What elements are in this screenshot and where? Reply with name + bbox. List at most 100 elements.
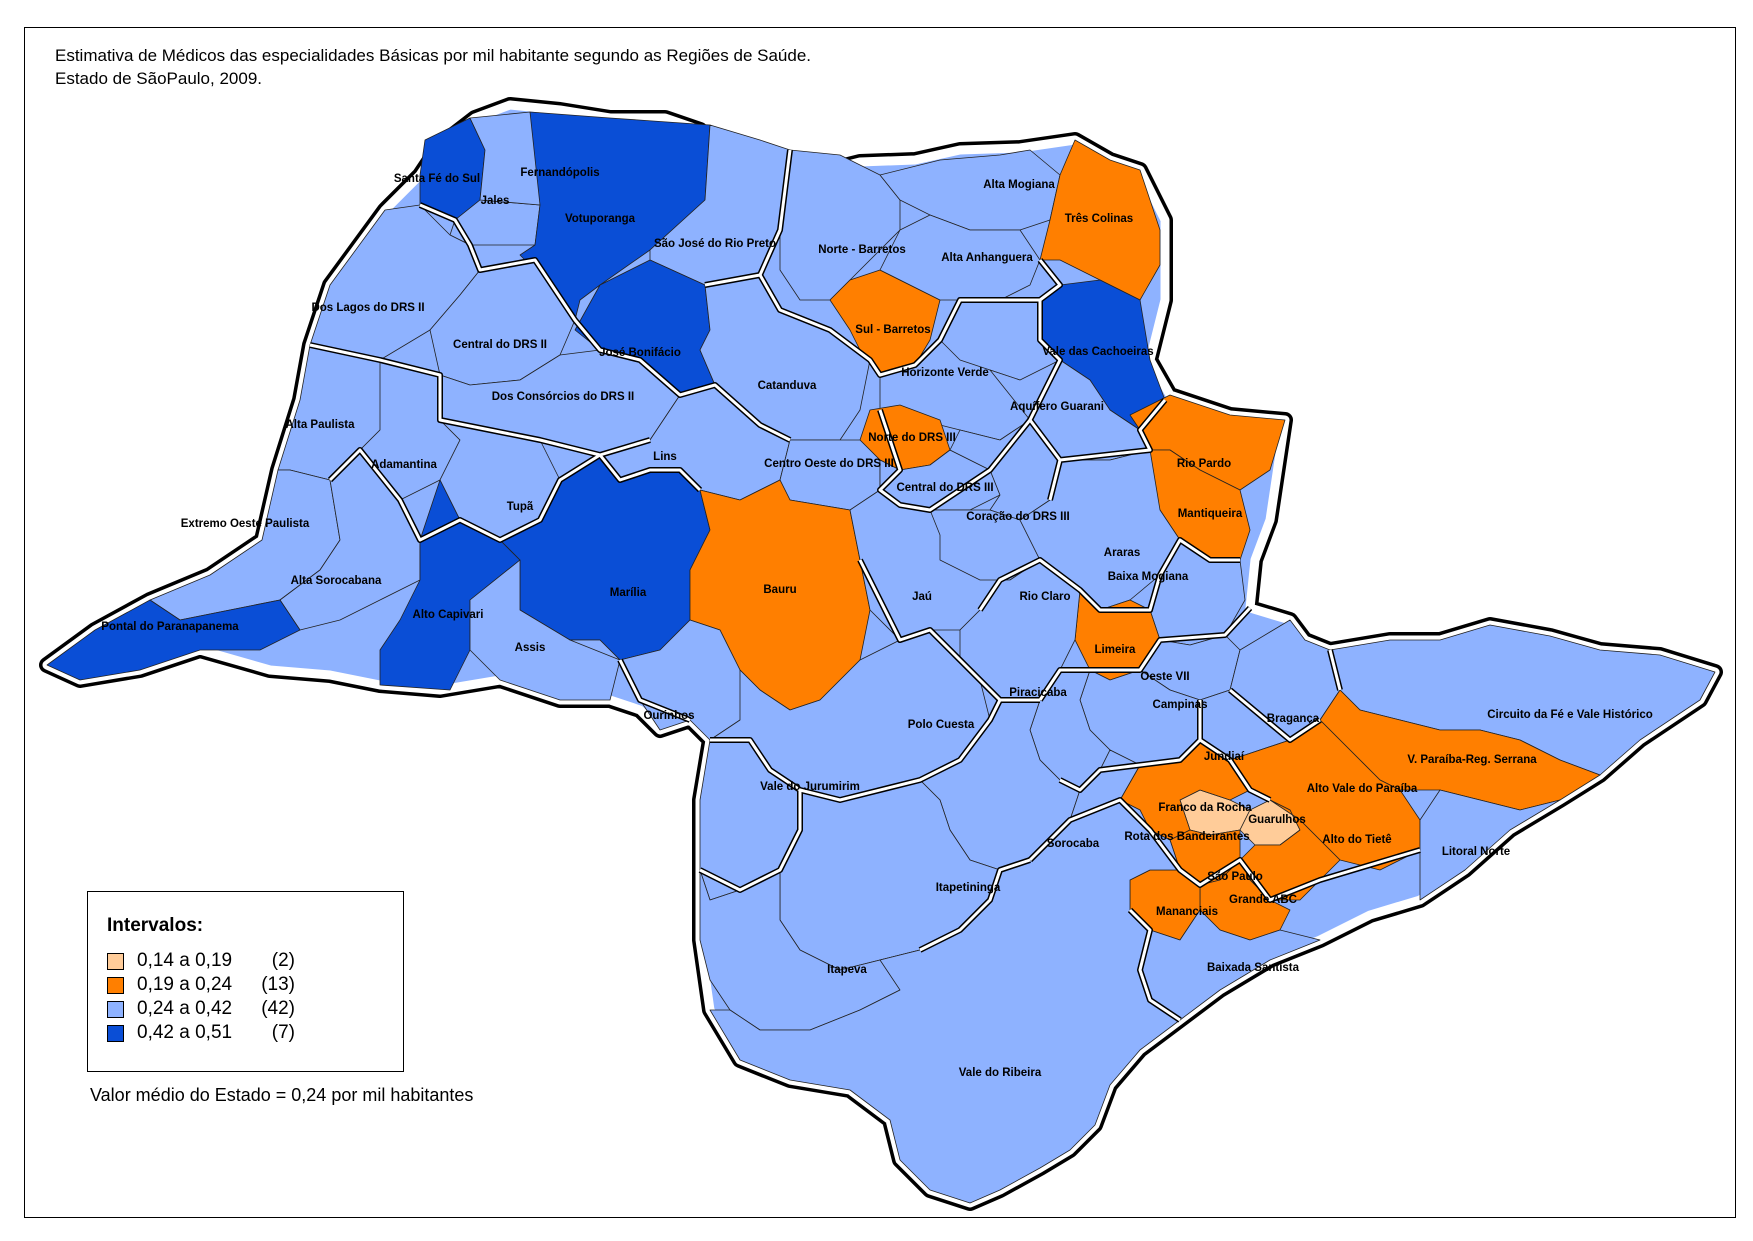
region-label: Jundiaí: [1204, 751, 1245, 763]
region-label: Litoral Norte: [1442, 846, 1510, 858]
region-label: Bauru: [763, 584, 796, 596]
region-label: Baixada Santista: [1207, 962, 1300, 974]
region-label: Jales: [481, 195, 510, 207]
region-label: Votuporanga: [565, 213, 636, 225]
region-label: Vale das Cachoeiras: [1042, 346, 1153, 358]
region-label: Itapeva: [827, 964, 867, 976]
region-label: Lins: [653, 451, 677, 463]
legend-title: Intervalos:: [107, 915, 204, 936]
drs-boundary-core: [1038, 606, 1252, 701]
region-label: Campinas: [1153, 699, 1208, 711]
legend-swatch: [107, 1024, 124, 1042]
drs-boundary-core: [699, 790, 802, 892]
region-label: Alto Vale do Paraíba: [1307, 783, 1418, 795]
legend-swatch: [107, 976, 124, 994]
legend-item: 0,14 a 0,19 (2): [107, 949, 295, 973]
region-label: Mantiqueira: [1178, 508, 1243, 520]
legend: Intervalos: 0,14 a 0,19 (2) 0,19 a 0,24 …: [87, 891, 404, 1072]
region-label: Dos Lagos do DRS II: [311, 302, 424, 314]
region-label: Norte do DRS III: [868, 432, 956, 444]
region-label: Grande ABC: [1229, 894, 1297, 906]
region-label: Limeira: [1095, 644, 1137, 656]
drs-boundary-core: [1048, 399, 1167, 501]
drs-boundary-core: [598, 454, 702, 492]
region-label: Baixa Mogiana: [1108, 571, 1189, 583]
region-sul-barretos: [829, 269, 941, 376]
legend-item: 0,24 a 0,42 (42): [107, 997, 295, 1021]
legend-count: (2): [271, 950, 295, 971]
drs-boundary-core: [419, 203, 791, 442]
drs-boundary-core: [309, 343, 651, 457]
drs-boundary-core: [710, 699, 1002, 802]
map-title: Estimativa de Médicos das especialidades…: [55, 44, 811, 90]
region-label: Marília: [610, 587, 647, 599]
region-label: Ourinhos: [643, 710, 694, 722]
region-label: Pontal do Paranapanema: [101, 621, 239, 633]
region-label: Rota dos Bandeirantes: [1124, 831, 1249, 843]
region-label: Sorocaba: [1047, 838, 1100, 850]
region-label: José Bonifácio: [599, 347, 681, 359]
title-line-2: Estado de SãoPaulo, 2009.: [55, 69, 262, 88]
region-label: Araras: [1104, 547, 1140, 559]
drs-boundary-core: [618, 659, 691, 722]
region-label: Piracicaba: [1009, 687, 1067, 699]
region-label: Central do DRS III: [896, 482, 993, 494]
region-label: Mananciais: [1156, 906, 1218, 918]
region-pontal-do-paranapanema: [46, 599, 301, 681]
region-label: Adamantina: [371, 459, 437, 471]
state-average-note: Valor médio do Estado = 0,24 por mil hab…: [90, 1085, 474, 1105]
region-label: Centro Oeste do DRS III: [764, 458, 894, 470]
region-label: Polo Cuesta: [908, 719, 975, 731]
region-label: Alta Mogiana: [983, 179, 1055, 191]
region-label: Vale do Jurumirim: [760, 781, 860, 793]
drs-boundary-core: [1028, 798, 1421, 902]
region-label: Santa Fé do Sul: [394, 173, 480, 185]
drs-boundary-core: [919, 858, 1031, 952]
drs-boundary-core: [704, 273, 1040, 377]
region-label: Alta Anhanguera: [941, 252, 1033, 264]
region-label: Tupã: [507, 501, 534, 513]
legend-swatch: [107, 952, 124, 970]
legend-range: 0,14 a 0,19: [137, 950, 233, 971]
region-label: Central do DRS II: [453, 339, 547, 351]
region-label: Guarulhos: [1248, 814, 1306, 826]
legend-range: 0,42 a 0,51: [137, 1022, 233, 1043]
region-label: Circuito da Fé e Vale Histórico: [1487, 709, 1653, 721]
legend-item: 0,19 a 0,24 (13): [107, 973, 295, 997]
region-label: Jaú: [912, 591, 932, 603]
region-norte-barretos: [779, 149, 901, 301]
region-label: Dos Consórcios do DRS II: [492, 391, 635, 403]
region-label: Assis: [515, 642, 546, 654]
drs-boundary-core: [1328, 649, 1342, 691]
region-label: São José do Rio Preto: [654, 238, 776, 250]
drs-boundary-core: [1229, 688, 1321, 742]
drs-boundary-core: [328, 448, 601, 542]
drs-boundary-core: [1128, 908, 1181, 1022]
region-label: Extremo Oeste Paulista: [181, 518, 310, 530]
region-label: Itapetininga: [936, 882, 1001, 894]
legend-item: 0,42 a 0,51 (7): [107, 1021, 295, 1045]
region-label: Franco da Rocha: [1158, 802, 1252, 814]
region-label: Três Colinas: [1065, 213, 1133, 225]
legend-count: (13): [261, 974, 295, 995]
drs-boundary-core: [758, 149, 792, 276]
drs-boundary-core: [1059, 738, 1202, 792]
region-label: São Paulo: [1207, 871, 1263, 883]
region-tres-colinas: [1039, 139, 1161, 301]
drs-boundary-core: [858, 559, 1040, 702]
region-label: Alta Sorocabana: [291, 575, 382, 587]
region-litoral-norte: [1419, 789, 1561, 901]
region-label: Rio Claro: [1019, 591, 1070, 603]
region-label: Coração do DRS III: [966, 511, 1070, 523]
region-label: Bragança: [1267, 713, 1320, 725]
region-label: Horizonte Verde: [901, 367, 989, 379]
legend-range: 0,24 a 0,42: [137, 998, 233, 1019]
drs-boundary-core: [978, 538, 1240, 612]
region-label: Alto Capivari: [413, 609, 484, 621]
region-label: Aquífero Guarani: [1010, 401, 1104, 413]
drs-boundary-core: [878, 409, 1032, 512]
region-centro-oeste-do-drs-iii: [779, 439, 881, 511]
drs-boundary-core: [1198, 700, 1271, 802]
legend-count: (42): [261, 998, 295, 1019]
